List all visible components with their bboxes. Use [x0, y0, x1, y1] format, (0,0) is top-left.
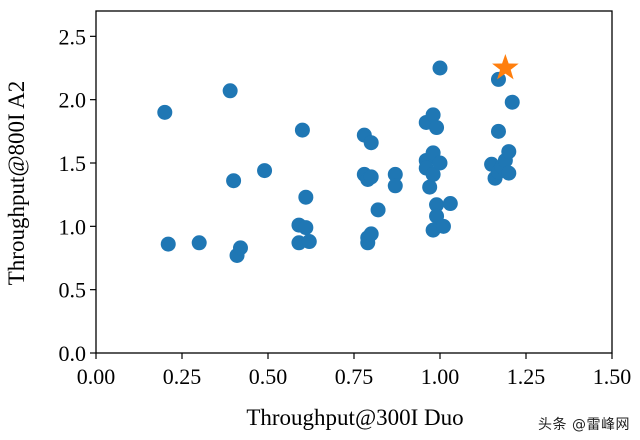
scatter-point	[429, 197, 445, 213]
watermark-text: 头条 @雷峰网	[538, 417, 630, 433]
scatter-point	[363, 169, 379, 185]
y-tick-label: 0.0	[59, 341, 87, 366]
scatter-point	[501, 144, 517, 160]
scatter-point	[257, 163, 273, 179]
scatter-point	[387, 178, 403, 194]
scatter-point	[504, 94, 520, 110]
scatter-point	[363, 226, 379, 242]
star-point	[492, 54, 519, 80]
scatter-point	[432, 155, 448, 171]
scatter-point	[429, 120, 445, 136]
y-tick-label: 0.5	[59, 278, 87, 303]
scatter-point	[425, 107, 441, 123]
x-tick-label: 1.25	[507, 364, 546, 389]
scatter-point	[490, 123, 506, 139]
scatter-point	[160, 236, 176, 252]
scatter-point	[387, 166, 403, 182]
x-axis-label: Throughput@300I Duo	[246, 405, 463, 430]
scatter-point	[370, 202, 386, 218]
x-axis: 0.00 0.25 0.50 0.75 1.00 1.25 1.50	[77, 353, 632, 389]
scatter-point	[226, 173, 242, 189]
scatter-point	[222, 83, 238, 99]
y-tick-label: 1.0	[59, 214, 87, 239]
x-tick-label: 1.00	[421, 364, 460, 389]
y-axis-label: Throughput@800I A2	[4, 81, 29, 286]
y-axis: 0.0 0.5 1.0 1.5 2.0 2.5	[59, 24, 96, 366]
x-tick-label: 0.25	[163, 364, 202, 389]
x-tick-label: 0.75	[335, 364, 374, 389]
scatter-point	[157, 104, 173, 120]
y-tick-label: 1.5	[59, 151, 87, 176]
scatter-point	[298, 189, 314, 205]
scatter-point	[301, 234, 317, 250]
plot-frame	[95, 10, 613, 354]
plot-area	[95, 10, 613, 354]
x-tick-label: 0.50	[249, 364, 288, 389]
scatter-point	[432, 60, 448, 76]
y-tick-label: 2.0	[59, 88, 87, 113]
x-tick-label: 0.00	[77, 364, 116, 389]
scatter-point	[422, 179, 438, 195]
scatter-point	[294, 122, 310, 138]
y-tick-label: 2.5	[59, 24, 87, 49]
scatter-point	[425, 166, 441, 182]
scatter-point	[232, 240, 248, 256]
x-tick-label: 1.50	[593, 364, 632, 389]
scatter-point	[442, 196, 458, 212]
scatter-point	[298, 220, 314, 236]
scatter-point	[363, 135, 379, 151]
scatter-point	[501, 165, 517, 181]
scatter-point	[191, 235, 207, 251]
scatter-point	[435, 218, 451, 234]
